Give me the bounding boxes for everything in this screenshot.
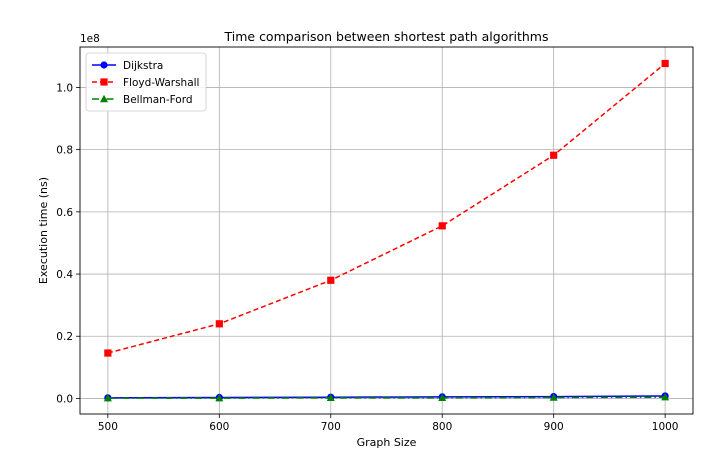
- x-tick-label: 1000: [652, 421, 679, 433]
- legend-marker-floyd-warshall: [100, 78, 108, 86]
- y-tick-label: 0.2: [56, 331, 73, 343]
- x-tick-label: 500: [98, 421, 118, 433]
- data-point-bellman-ford: [103, 393, 112, 402]
- series-line-bellman-ford: [107, 396, 666, 399]
- data-point-bellman-ford: [549, 393, 558, 401]
- legend-box: [85, 52, 207, 112]
- y-tick-label: 1.0: [56, 82, 73, 94]
- data-point-floyd-warshall: [327, 276, 335, 284]
- y-tick-label: 0.8: [56, 145, 73, 157]
- legend-marker-dijkstra: [100, 61, 108, 69]
- x-tick-label: 800: [432, 421, 452, 433]
- series-line-floyd-warshall: [107, 62, 666, 354]
- y-tick-label: 0.4: [56, 269, 73, 281]
- x-tick-label: 900: [544, 421, 564, 433]
- x-tick-label: 600: [209, 421, 229, 433]
- data-point-floyd-warshall: [550, 151, 558, 159]
- x-tick-label: 700: [321, 421, 341, 433]
- series-dijkstra: [104, 392, 669, 402]
- y-tick-label: 0.6: [56, 207, 73, 219]
- legend-marker-bellman-ford: [100, 94, 108, 103]
- series-bellman-ford: [103, 393, 670, 402]
- y-axis-label: Execution time (ns): [37, 177, 50, 284]
- legend: Dijkstra Floyd-Warshall Bellman-Ford: [85, 52, 207, 112]
- data-point-bellman-ford: [661, 393, 670, 401]
- legend-label-bellman-ford: Bellman-Ford: [123, 94, 193, 106]
- legend-label-floyd-warshall: Floyd-Warshall: [123, 77, 199, 89]
- data-point-floyd-warshall: [438, 222, 446, 230]
- data-point-bellman-ford: [438, 393, 447, 402]
- plot-frame: [79, 46, 694, 415]
- series-floyd-warshall: [104, 59, 669, 357]
- data-point-bellman-ford: [215, 393, 224, 402]
- y-tick-label: 0.0: [56, 393, 73, 405]
- x-axis-label: Graph Size: [357, 436, 417, 449]
- legend-label-dijkstra: Dijkstra: [123, 60, 163, 72]
- data-point-bellman-ford: [326, 393, 335, 402]
- data-point-floyd-warshall: [661, 59, 669, 68]
- data-point-floyd-warshall: [215, 320, 223, 328]
- y-axis-offset-label: 1e8: [80, 33, 100, 45]
- chart-title: Time comparison between shortest path al…: [224, 29, 549, 44]
- data-point-floyd-warshall: [104, 349, 112, 357]
